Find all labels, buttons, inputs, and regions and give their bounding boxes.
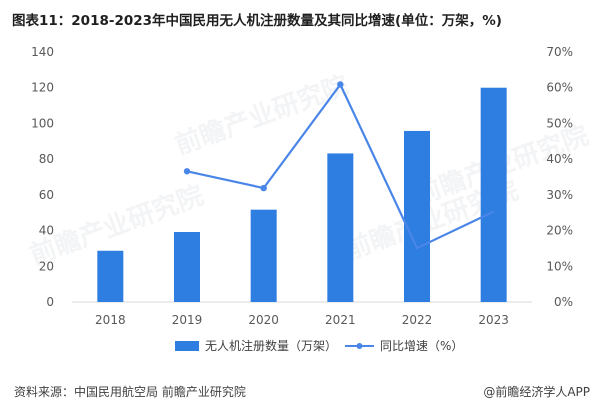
left-axis-ticks: 0 20 40 60 80 100 120 140 <box>31 45 54 309</box>
left-tick-label: 40 <box>39 224 54 238</box>
x-tick-label: 2018 <box>95 313 126 327</box>
line-series <box>183 81 495 250</box>
left-tick-label: 0 <box>46 295 54 309</box>
x-axis-ticks: 2018 2019 2020 2021 2022 2023 <box>95 313 509 327</box>
x-tick-label: 2023 <box>478 313 509 327</box>
right-tick-label: 20% <box>546 224 573 238</box>
left-tick-label: 140 <box>31 45 54 59</box>
left-tick-label: 60 <box>39 188 54 202</box>
chart-title: 图表11：2018-2023年中国民用无人机注册数量及其同比增速(单位：万架，%… <box>12 13 502 29</box>
x-tick-label: 2022 <box>402 313 433 327</box>
left-tick-label: 20 <box>39 259 54 273</box>
right-tick-label: 70% <box>546 45 573 59</box>
growth-point <box>260 184 267 192</box>
bar <box>404 130 430 302</box>
right-tick-label: 30% <box>546 188 573 202</box>
legend-line-marker <box>356 343 363 349</box>
right-tick-label: 40% <box>546 152 573 166</box>
left-tick-label: 120 <box>31 81 54 95</box>
growth-point <box>183 168 191 175</box>
source-note: 资料来源：中国民用航空局 前瞻产业研究院 <box>14 385 246 399</box>
x-tick-label: 2019 <box>172 313 203 327</box>
left-tick-label: 80 <box>39 152 54 166</box>
right-tick-label: 50% <box>546 116 573 130</box>
right-axis-ticks: 0% 10% 20% 30% 40% 50% 60% 70% <box>546 45 573 309</box>
bar <box>97 250 124 302</box>
bar <box>250 209 277 302</box>
bar <box>480 87 507 302</box>
credit-note: @前瞻经济学人APP <box>483 385 590 399</box>
bar <box>327 153 354 302</box>
left-tick-label: 100 <box>31 116 54 130</box>
right-tick-label: 0% <box>554 295 573 309</box>
legend: 无人机注册数量（万架） 同比增速（%） <box>175 338 463 353</box>
bar-series <box>97 87 507 302</box>
legend-line-label: 同比增速（%） <box>380 339 463 353</box>
legend-bar-label: 无人机注册数量（万架） <box>205 338 337 353</box>
bar <box>174 232 200 302</box>
x-tick-label: 2020 <box>248 313 279 327</box>
growth-point <box>337 81 344 88</box>
right-tick-label: 10% <box>546 259 573 273</box>
right-tick-label: 60% <box>546 81 573 95</box>
legend-bar-swatch <box>175 341 199 351</box>
x-tick-label: 2021 <box>325 313 356 327</box>
